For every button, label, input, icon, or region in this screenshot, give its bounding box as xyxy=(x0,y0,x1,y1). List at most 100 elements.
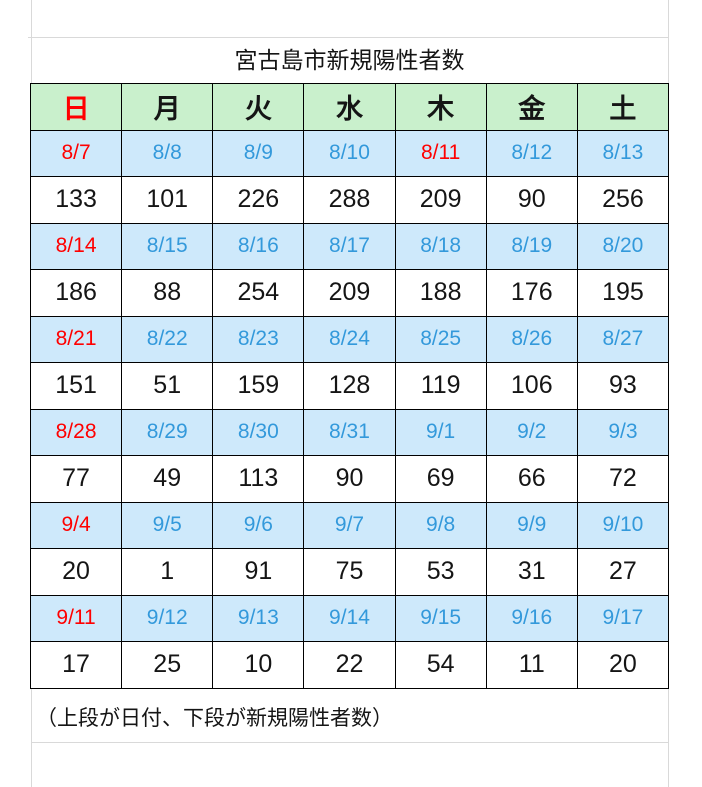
date-cell: 9/6 xyxy=(212,501,305,549)
date-cell: 8/12 xyxy=(485,129,578,177)
date-cell: 9/15 xyxy=(394,594,487,642)
date-cell: 9/14 xyxy=(303,594,396,642)
count-cell: 75 xyxy=(303,548,396,596)
date-cell: 8/22 xyxy=(121,315,214,363)
count-cell: 188 xyxy=(394,269,487,317)
calendar-table-body: 日月火水木金土 8/7 8/8 8/9 8/10 8/11 8/12 8/13 133 101 22… xyxy=(29,83,670,689)
count-cell: 11 xyxy=(485,641,578,689)
date-cell: 8/27 xyxy=(576,315,670,363)
date-cell: 8/13 xyxy=(576,129,670,177)
count-row: 77 49 113 90 69 66 72 xyxy=(29,455,670,503)
count-cell: 209 xyxy=(394,176,487,224)
date-cell: 9/1 xyxy=(394,408,487,456)
count-cell: 151 xyxy=(29,362,123,410)
count-cell: 256 xyxy=(576,176,670,224)
date-cell: 8/30 xyxy=(212,408,305,456)
day-header-cell: 木 xyxy=(394,83,487,131)
count-cell: 90 xyxy=(485,176,578,224)
count-cell: 288 xyxy=(303,176,396,224)
count-row: 186 88 254 209 188 176 195 xyxy=(29,269,670,317)
date-row: 8/28 8/29 8/30 8/31 9/1 9/2 9/3 xyxy=(29,408,670,456)
count-cell: 20 xyxy=(29,548,123,596)
date-cell: 8/15 xyxy=(121,222,214,270)
count-cell: 90 xyxy=(303,455,396,503)
date-cell: 9/8 xyxy=(394,501,487,549)
count-cell: 1 xyxy=(121,548,214,596)
count-cell: 31 xyxy=(485,548,578,596)
count-cell: 10 xyxy=(212,641,305,689)
date-cell: 8/20 xyxy=(576,222,670,270)
date-cell: 8/18 xyxy=(394,222,487,270)
count-cell: 106 xyxy=(485,362,578,410)
count-cell: 54 xyxy=(394,641,487,689)
count-cell: 27 xyxy=(576,548,670,596)
date-cell: 9/4 xyxy=(29,501,123,549)
date-cell: 9/7 xyxy=(303,501,396,549)
gridline-horizontal-top xyxy=(28,37,668,38)
date-cell: 8/31 xyxy=(303,408,396,456)
count-cell: 51 xyxy=(121,362,214,410)
count-cell: 22 xyxy=(303,641,396,689)
count-row: 133 101 226 288 209 90 256 xyxy=(29,176,670,224)
count-cell: 226 xyxy=(212,176,305,224)
count-cell: 25 xyxy=(121,641,214,689)
count-cell: 101 xyxy=(121,176,214,224)
date-cell: 8/21 xyxy=(29,315,123,363)
date-row: 9/4 9/5 9/6 9/7 9/8 9/9 9/10 xyxy=(29,501,670,549)
count-cell: 17 xyxy=(29,641,123,689)
date-cell: 9/9 xyxy=(485,501,578,549)
date-cell: 8/9 xyxy=(212,129,305,177)
count-cell: 159 xyxy=(212,362,305,410)
date-row: 8/7 8/8 8/9 8/10 8/11 8/12 8/13 xyxy=(29,129,670,177)
date-cell: 9/11 xyxy=(29,594,123,642)
day-header-cell: 土 xyxy=(576,83,670,131)
date-cell: 8/24 xyxy=(303,315,396,363)
page-title: 宮古島市新規陽性者数 xyxy=(234,47,465,73)
date-cell: 9/17 xyxy=(576,594,670,642)
date-cell: 8/8 xyxy=(121,129,214,177)
day-header-cell: 水 xyxy=(303,83,396,131)
count-cell: 119 xyxy=(394,362,487,410)
date-cell: 9/10 xyxy=(576,501,670,549)
calendar-table: 日月火水木金土 8/7 8/8 8/9 8/10 8/11 8/12 8/13 133 101 22… xyxy=(29,83,670,689)
count-cell: 176 xyxy=(485,269,578,317)
date-cell: 9/5 xyxy=(121,501,214,549)
date-cell: 9/3 xyxy=(576,408,670,456)
day-header-cell: 金 xyxy=(485,83,578,131)
date-cell: 8/10 xyxy=(303,129,396,177)
count-cell: 53 xyxy=(394,548,487,596)
count-cell: 88 xyxy=(121,269,214,317)
date-cell: 8/17 xyxy=(303,222,396,270)
count-cell: 254 xyxy=(212,269,305,317)
date-row: 9/11 9/12 9/13 9/14 9/15 9/16 9/17 xyxy=(29,594,670,642)
date-cell: 9/13 xyxy=(212,594,305,642)
date-row: 8/14 8/15 8/16 8/17 8/18 8/19 8/20 xyxy=(29,222,670,270)
count-cell: 77 xyxy=(29,455,123,503)
date-cell: 8/11 xyxy=(394,129,487,177)
date-cell: 8/26 xyxy=(485,315,578,363)
count-cell: 128 xyxy=(303,362,396,410)
count-cell: 20 xyxy=(576,641,670,689)
count-row: 17 25 10 22 54 11 20 xyxy=(29,641,670,689)
count-cell: 195 xyxy=(576,269,670,317)
legend-note: （上段が日付、下段が新規陽性者数） xyxy=(36,707,393,730)
count-row: 20 1 91 75 53 31 27 xyxy=(29,548,670,596)
date-row: 8/21 8/22 8/23 8/24 8/25 8/26 8/27 xyxy=(29,315,670,363)
count-cell: 72 xyxy=(576,455,670,503)
date-cell: 9/16 xyxy=(485,594,578,642)
gridline-horizontal-bottom xyxy=(31,742,668,743)
count-cell: 209 xyxy=(303,269,396,317)
day-header-row: 日月火水木金土 xyxy=(29,83,670,131)
day-header-cell: 日 xyxy=(29,83,123,131)
date-cell: 8/28 xyxy=(29,408,123,456)
date-cell: 8/7 xyxy=(29,129,123,177)
date-cell: 8/25 xyxy=(394,315,487,363)
count-cell: 113 xyxy=(212,455,305,503)
count-cell: 93 xyxy=(576,362,670,410)
date-cell: 8/29 xyxy=(121,408,214,456)
gridline-vertical-right xyxy=(668,0,669,787)
count-cell: 66 xyxy=(485,455,578,503)
count-cell: 49 xyxy=(121,455,214,503)
count-row: 151 51 159 128 119 106 93 xyxy=(29,362,670,410)
day-header-cell: 月 xyxy=(121,83,214,131)
